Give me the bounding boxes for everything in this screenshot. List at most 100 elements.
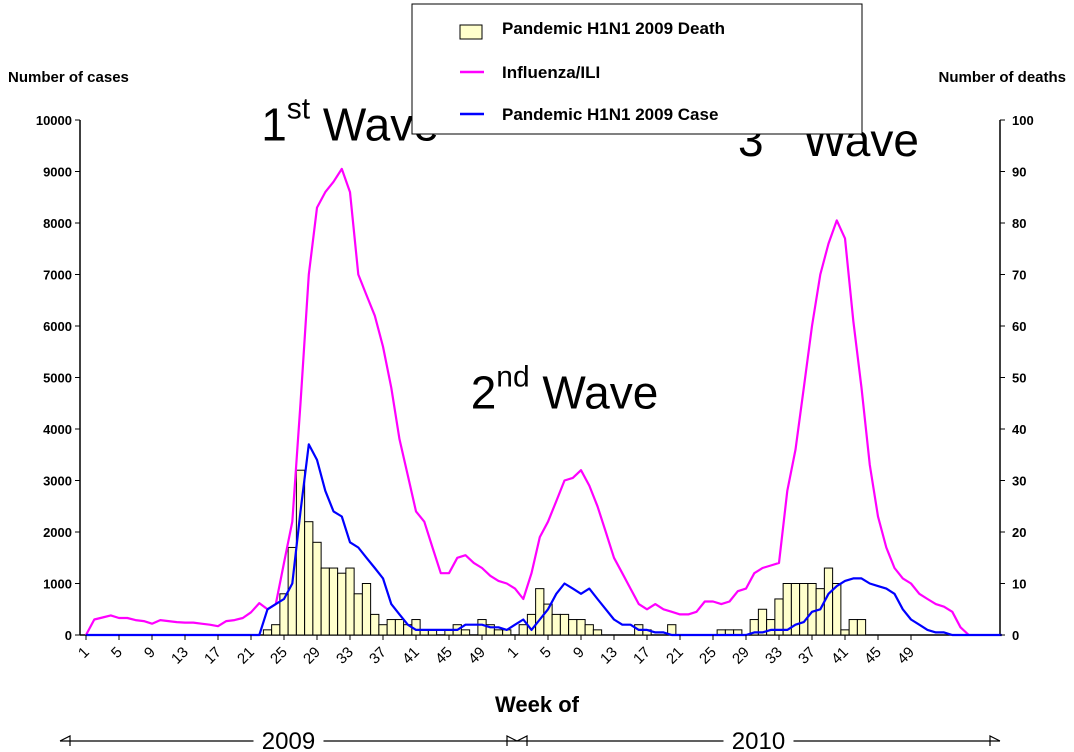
x-tick-label: 13 (597, 644, 621, 668)
y-right-tick-label: 10 (1012, 577, 1026, 592)
death-bar (559, 613, 570, 636)
y-right-tick-label: 30 (1012, 474, 1026, 489)
y-left-tick-label: 5000 (43, 371, 72, 386)
death-bar (328, 567, 339, 636)
death-bar (320, 567, 330, 636)
legend-label-ili: Influenza/ILI (502, 63, 600, 82)
x-tick-label: 1 (504, 644, 522, 662)
y-left-tick-label: 9000 (43, 165, 72, 180)
death-bar (345, 567, 355, 636)
x-tick-label: 33 (762, 644, 786, 668)
x-tick-label: 25 (696, 644, 720, 668)
death-bar (518, 624, 528, 636)
x-tick-label: 13 (168, 644, 192, 668)
x-tick-label: 17 (201, 644, 225, 668)
x-tick-label: 5 (108, 644, 126, 662)
death-bar (840, 629, 850, 636)
y-right-axis-title: Number of deaths (938, 69, 1066, 86)
legend-box (411, 3, 863, 135)
death-bar (312, 541, 322, 636)
death-bar (361, 583, 372, 636)
arrow-head (516, 735, 528, 746)
year-2010-label: 2010 (732, 728, 785, 752)
death-bar (477, 619, 487, 636)
x-tick-label: 21 (234, 644, 258, 668)
series-lines (85, 167, 1002, 637)
death-bar (568, 619, 578, 636)
y-right-tick-label: 20 (1012, 525, 1026, 540)
death-bar (856, 619, 867, 636)
x-tick-label: 21 (663, 644, 687, 668)
x-tick-label: 9 (570, 644, 588, 662)
y-right-tick-label: 60 (1012, 319, 1026, 334)
death-bar (304, 521, 314, 636)
y-right-tick-label: 0 (1012, 628, 1019, 643)
y-left-tick-label: 7000 (43, 268, 72, 283)
death-bar (353, 593, 363, 636)
y-right-tick-label: 90 (1012, 165, 1026, 180)
y-left-tick-label: 6000 (43, 319, 72, 334)
death-bar (262, 629, 273, 636)
death-bar (394, 619, 405, 636)
y-left-axis-title: Number of cases (8, 69, 129, 86)
arrow-head (59, 735, 71, 746)
legend-label-death: Pandemic H1N1 2009 Death (502, 19, 725, 38)
y-right-tick-label: 80 (1012, 216, 1026, 231)
x-tick-label: 9 (141, 644, 159, 662)
death-bar (271, 624, 281, 636)
x-tick-label: 49 (894, 644, 918, 668)
x-tick-label: 49 (465, 644, 489, 668)
death-bars (262, 469, 867, 636)
y-left-tick-label: 3000 (43, 474, 72, 489)
x-tick-label: 41 (399, 644, 423, 668)
x-tick-label: 37 (795, 644, 819, 668)
x-tick-label: 25 (267, 644, 291, 668)
year-arrows: 2009 2010 (59, 728, 1001, 752)
y-left-tick-label: 2000 (43, 525, 72, 540)
death-bar (378, 624, 388, 636)
arrow-head (506, 735, 518, 746)
legend-swatch-death (459, 24, 483, 40)
arrow-head (989, 735, 1001, 746)
x-tick-label: 17 (630, 644, 654, 668)
death-bar (592, 629, 603, 636)
y-right-tick-label: 100 (1012, 113, 1034, 128)
death-bar (832, 583, 842, 636)
death-bar (551, 613, 561, 636)
x-tick-label: 33 (333, 644, 357, 668)
y-right-tick-label: 50 (1012, 371, 1026, 386)
x-tick-label: 1 (75, 644, 93, 662)
x-tick-label: 45 (432, 644, 456, 668)
death-bar (584, 624, 594, 636)
x-tick-label: 29 (729, 644, 753, 668)
y-right-tick-label: 40 (1012, 422, 1026, 437)
x-tick-label: 37 (366, 644, 390, 668)
death-bar (576, 619, 586, 636)
y-left-tick-label: 1000 (43, 577, 72, 592)
y-left-tick-label: 4000 (43, 422, 72, 437)
death-bar (386, 619, 396, 636)
y-right-tick-label: 70 (1012, 268, 1026, 283)
death-bar (337, 572, 347, 636)
death-bar (535, 588, 545, 636)
death-bar (766, 619, 776, 636)
death-bar (799, 583, 809, 636)
y-left-tick-label: 10000 (36, 113, 72, 128)
year-2009-label: 2009 (262, 728, 315, 752)
x-tick-label: 5 (537, 644, 555, 662)
x-axis-title: Week of (495, 692, 580, 717)
death-bar (493, 629, 504, 636)
wave-annotation: 2nd Wave (471, 360, 659, 418)
legend: Pandemic H1N1 2009 Death Influenza/ILI P… (411, 3, 863, 135)
x-tick-label: 41 (828, 644, 852, 668)
death-bar (807, 583, 817, 636)
death-bar (460, 629, 471, 636)
legend-label-case: Pandemic H1N1 2009 Case (502, 105, 718, 124)
death-bar (815, 588, 825, 636)
death-bar (370, 613, 380, 636)
case-line (86, 443, 1002, 637)
x-tick-label: 45 (861, 644, 885, 668)
y-left-tick-label: 0 (65, 628, 72, 643)
